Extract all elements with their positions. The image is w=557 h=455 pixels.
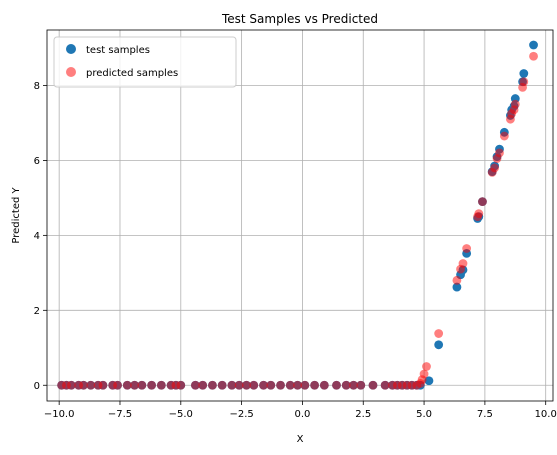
y-tick-label: 4 <box>34 231 40 242</box>
plot-frame <box>46 29 554 402</box>
test-sample-point <box>424 376 434 386</box>
predicted-sample-point <box>113 380 122 390</box>
predicted-sample-point <box>227 380 237 390</box>
y-tick-label: 0 <box>34 381 40 392</box>
predicted-sample-point <box>356 380 366 390</box>
x-tick-label: −7.5 <box>108 409 132 420</box>
x-tick-label: 2.5 <box>355 409 371 420</box>
predicted-sample-point <box>458 259 468 268</box>
predicted-sample-point <box>86 380 96 390</box>
predicted-sample-point <box>276 380 285 390</box>
predicted-sample-point <box>452 275 462 285</box>
predicted-sample-point <box>130 380 139 390</box>
predicted-sample-point <box>285 380 295 390</box>
legend-box <box>53 36 237 88</box>
predicted-sample-point <box>380 380 390 390</box>
predicted-sample-point <box>234 380 244 390</box>
test-sample-point <box>434 340 444 350</box>
x-tick-label: 0.0 <box>294 409 310 420</box>
predicted-sample-point <box>293 380 302 390</box>
predicted-sample-point <box>478 197 487 207</box>
predicted-sample-point <box>300 380 310 390</box>
x-tick-label: −2.5 <box>229 409 253 420</box>
x-tick-label: −10.0 <box>44 409 75 420</box>
series-1 <box>57 51 538 390</box>
x-axis-ticks: −10.0 −7.5 −5.0 −2.5 0.0 2.5 5.0 7.5 10.0 <box>44 401 557 420</box>
predicted-sample-point <box>208 380 217 390</box>
grid-lines <box>47 30 553 401</box>
predicted-sample-point <box>419 369 429 379</box>
predicted-sample-point <box>495 148 504 158</box>
predicted-sample-point <box>462 244 472 253</box>
predicted-sample-point <box>259 380 268 390</box>
y-axis-label: Predicted Y <box>11 186 22 243</box>
predicted-sample-point <box>474 209 484 219</box>
predicted-sample-point <box>79 380 88 390</box>
predicted-sample-point <box>341 380 351 390</box>
predicted-sample-point <box>499 131 509 141</box>
predicted-sample-point <box>217 380 227 390</box>
predicted-sample-point <box>368 380 378 390</box>
x-tick-label: 10.0 <box>535 409 557 420</box>
x-axis-label: X <box>297 434 304 445</box>
x-tick-label: −5.0 <box>169 409 193 420</box>
legend-marker-predicted-samples <box>66 67 76 77</box>
predicted-sample-point <box>66 380 76 390</box>
predicted-sample-point <box>147 380 157 390</box>
predicted-sample-point <box>422 362 431 371</box>
predicted-sample-point <box>137 380 147 390</box>
predicted-sample-point <box>519 77 529 87</box>
test-sample-point <box>519 69 529 78</box>
legend-marker-test-samples <box>66 44 76 54</box>
predicted-sample-point <box>319 380 329 390</box>
test-sample-point <box>452 282 462 292</box>
predicted-sample-point <box>266 380 276 390</box>
legend-label-test-samples: test samples <box>86 45 150 56</box>
predicted-sample-point <box>434 329 444 338</box>
data-points <box>57 40 538 390</box>
predicted-sample-point <box>490 163 500 173</box>
predicted-sample-point <box>190 380 200 390</box>
series-0 <box>57 40 538 390</box>
legend-label-predicted-samples: predicted samples <box>86 68 178 79</box>
predicted-sample-point <box>510 99 520 109</box>
y-tick-label: 8 <box>34 81 40 92</box>
predicted-sample-point <box>198 380 208 390</box>
predicted-sample-point <box>242 380 251 390</box>
predicted-sample-point <box>332 380 341 390</box>
x-tick-label: 5.0 <box>416 409 432 420</box>
y-tick-label: 6 <box>34 156 40 167</box>
x-tick-label: 7.5 <box>477 409 493 420</box>
predicted-sample-point <box>529 51 538 61</box>
predicted-sample-point <box>349 380 358 390</box>
test-sample-point <box>529 40 538 50</box>
chart-title: Test Samples vs Predicted <box>221 12 378 26</box>
predicted-sample-point <box>98 380 108 390</box>
predicted-sample-point <box>156 380 166 390</box>
y-axis-ticks: 0 2 4 6 8 <box>34 81 47 392</box>
legend: test samples predicted samples <box>53 36 237 88</box>
predicted-sample-point <box>176 380 186 390</box>
predicted-sample-point <box>122 380 132 390</box>
y-tick-label: 2 <box>34 306 40 317</box>
predicted-sample-point <box>249 380 259 390</box>
predicted-sample-point <box>310 380 319 390</box>
